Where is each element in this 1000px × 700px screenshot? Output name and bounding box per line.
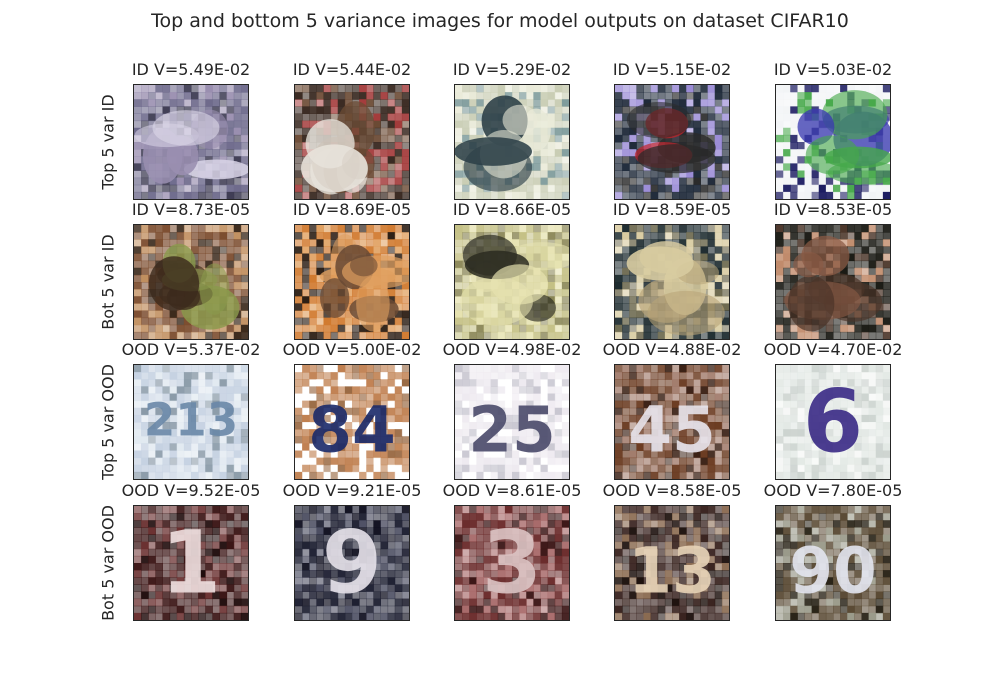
- cell-title: OOD V=5.37E-02: [121, 340, 261, 359]
- sample-image: [294, 84, 410, 200]
- svg-text:45: 45: [628, 393, 716, 466]
- sample-image: [614, 84, 730, 200]
- sample-image-pixels: 84: [295, 365, 409, 479]
- cell-title: OOD V=4.88E-02: [602, 340, 742, 359]
- chart-title: Top and bottom 5 variance images for mod…: [151, 10, 849, 32]
- sample-image: 13: [614, 505, 730, 621]
- sample-image-pixels: [295, 85, 409, 199]
- sample-image: [775, 224, 891, 340]
- sample-image-pixels: [615, 225, 729, 339]
- sample-image: [133, 84, 249, 200]
- row-label: Top 5 var ID: [98, 94, 118, 190]
- cell-title: ID V=5.44E-02: [292, 60, 412, 79]
- cell-title: ID V=5.49E-02: [131, 60, 251, 79]
- sample-image-pixels: 1: [134, 506, 248, 620]
- cell-title: OOD V=5.00E-02: [282, 340, 422, 359]
- svg-text:25: 25: [468, 393, 556, 466]
- sample-image: 90: [775, 505, 891, 621]
- sample-image: 84: [294, 364, 410, 480]
- sample-image-pixels: [134, 85, 248, 199]
- sample-image-pixels: 90: [776, 506, 890, 620]
- svg-text:3: 3: [482, 513, 542, 613]
- sample-image-pixels: 25: [455, 365, 569, 479]
- row-label: Bot 5 var ID: [98, 234, 118, 330]
- sample-image: [454, 224, 570, 340]
- cell-title: OOD V=7.80E-05: [763, 481, 903, 500]
- sample-image-pixels: [455, 85, 569, 199]
- cell-title: OOD V=4.98E-02: [442, 340, 582, 359]
- sample-image: 213: [133, 364, 249, 480]
- sample-image-pixels: [295, 225, 409, 339]
- sample-image-pixels: 3: [455, 506, 569, 620]
- sample-image-pixels: 9: [295, 506, 409, 620]
- sample-image: [775, 84, 891, 200]
- cell-title: ID V=8.53E-05: [773, 200, 893, 219]
- sample-image: [614, 224, 730, 340]
- svg-text:213: 213: [144, 394, 238, 447]
- sample-image: 3: [454, 505, 570, 621]
- sample-image: 25: [454, 364, 570, 480]
- sample-image-pixels: [615, 85, 729, 199]
- cell-title: OOD V=4.70E-02: [763, 340, 903, 359]
- sample-image-pixels: [134, 225, 248, 339]
- sample-image: [454, 84, 570, 200]
- cell-title: ID V=5.29E-02: [452, 60, 572, 79]
- cell-title: ID V=5.15E-02: [612, 60, 732, 79]
- sample-image-pixels: 6: [776, 365, 890, 479]
- row-label: Top 5 var OOD: [98, 364, 118, 480]
- sample-image: 1: [133, 505, 249, 621]
- cell-title: ID V=8.66E-05: [452, 200, 572, 219]
- svg-text:1: 1: [161, 513, 221, 613]
- cell-title: OOD V=9.21E-05: [282, 481, 422, 500]
- svg-text:84: 84: [308, 393, 396, 466]
- sample-image: 6: [775, 364, 891, 480]
- cell-title: OOD V=8.58E-05: [602, 481, 742, 500]
- svg-text:9: 9: [322, 513, 382, 613]
- cell-title: ID V=8.69E-05: [292, 200, 412, 219]
- cell-title: ID V=5.03E-02: [773, 60, 893, 79]
- sample-image-pixels: 13: [615, 506, 729, 620]
- cell-title: OOD V=8.61E-05: [442, 481, 582, 500]
- sample-image: [133, 224, 249, 340]
- cell-title: OOD V=9.52E-05: [121, 481, 261, 500]
- sample-image-pixels: 45: [615, 365, 729, 479]
- sample-image-pixels: [455, 225, 569, 339]
- svg-text:6: 6: [803, 372, 863, 472]
- sample-image: 9: [294, 505, 410, 621]
- sample-image: [294, 224, 410, 340]
- cell-title: ID V=8.59E-05: [612, 200, 732, 219]
- sample-image-pixels: 213: [134, 365, 248, 479]
- sample-image: 45: [614, 364, 730, 480]
- cell-title: ID V=8.73E-05: [131, 200, 251, 219]
- row-label: Bot 5 var OOD: [98, 505, 118, 621]
- sample-image-pixels: [776, 85, 890, 199]
- sample-image-pixels: [776, 225, 890, 339]
